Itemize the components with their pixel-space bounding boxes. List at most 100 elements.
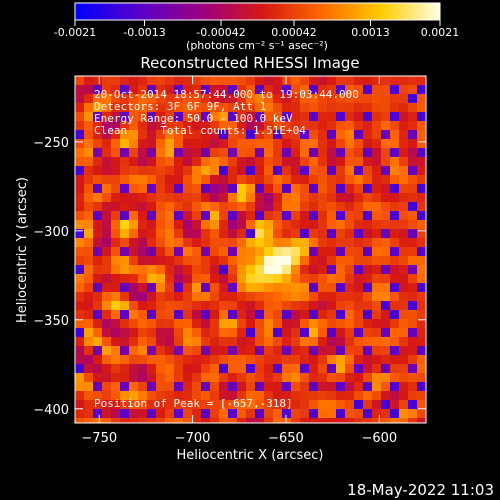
heatmap-cell	[228, 130, 238, 140]
heatmap-cell	[345, 94, 355, 104]
heatmap-cell	[174, 310, 184, 320]
heatmap-cell	[102, 400, 112, 410]
heatmap-cell	[399, 157, 409, 167]
heatmap-cell	[408, 274, 418, 284]
heatmap-cell	[264, 256, 274, 266]
heatmap-cell	[300, 337, 310, 347]
heatmap-cell	[183, 355, 193, 365]
heatmap-cell	[174, 103, 184, 113]
heatmap-cell	[246, 148, 256, 158]
heatmap-cell	[381, 220, 391, 230]
heatmap-cell	[255, 220, 265, 230]
heatmap-cell	[192, 319, 202, 329]
heatmap-cell	[102, 130, 112, 140]
heatmap-cell	[309, 391, 319, 401]
heatmap-cell	[255, 130, 265, 140]
heatmap-cell	[309, 184, 319, 194]
heatmap-cell	[291, 139, 301, 149]
heatmap-cell	[318, 76, 328, 86]
heatmap-cell	[129, 409, 139, 419]
heatmap-cell	[291, 373, 301, 383]
heatmap-cell	[147, 364, 157, 374]
heatmap-cell	[390, 202, 400, 212]
heatmap-cell	[138, 247, 148, 257]
heatmap-cell	[174, 373, 184, 383]
heatmap-cell	[129, 202, 139, 212]
heatmap-cell	[147, 382, 157, 392]
heatmap-cell	[102, 310, 112, 320]
heatmap-cell	[201, 328, 211, 338]
heatmap-cell	[111, 364, 121, 374]
heatmap-cell	[408, 337, 418, 347]
heatmap-cell	[399, 319, 409, 329]
heatmap-cell	[354, 337, 364, 347]
heatmap-cell	[165, 373, 175, 383]
heatmap-cell	[345, 238, 355, 248]
heatmap-cell	[327, 193, 337, 203]
heatmap-cell	[84, 220, 94, 230]
heatmap-cell	[417, 220, 426, 230]
heatmap-cell	[327, 94, 337, 104]
heatmap-cell	[147, 130, 157, 140]
heatmap-cell	[147, 148, 157, 158]
heatmap-cell	[165, 148, 175, 158]
heatmap-cell	[237, 112, 247, 122]
heatmap-cell	[246, 247, 256, 257]
heatmap-cell	[156, 274, 166, 284]
heatmap-cell	[219, 328, 229, 338]
heatmap-cell	[246, 202, 256, 212]
heatmap-cell	[264, 211, 274, 221]
heatmap-cell	[147, 211, 157, 221]
heatmap-cell	[372, 193, 382, 203]
heatmap-cell	[327, 328, 337, 338]
heatmap-cell	[336, 310, 346, 320]
heatmap-cell	[399, 292, 409, 302]
heatmap-cell	[264, 103, 274, 113]
heatmap-cell	[354, 238, 364, 248]
heatmap-cell	[246, 139, 256, 149]
annotation-clean-counts: Clean Total counts: 1.51E+04	[94, 124, 306, 137]
heatmap-cell	[264, 265, 274, 275]
heatmap-cell	[399, 310, 409, 320]
heatmap-cell	[372, 139, 382, 149]
heatmap-cell	[102, 409, 112, 419]
heatmap-cell	[75, 283, 85, 293]
heatmap-cell	[300, 364, 310, 374]
heatmap-cell	[165, 175, 175, 185]
heatmap-cell	[138, 310, 148, 320]
heatmap-cell	[75, 202, 85, 212]
heatmap-cell	[282, 148, 292, 158]
heatmap-cell	[309, 211, 319, 221]
heatmap-cell	[282, 400, 292, 410]
heatmap-cell	[192, 409, 202, 419]
heatmap-cell	[93, 211, 103, 221]
heatmap-cell	[183, 382, 193, 392]
heatmap-cell	[336, 382, 346, 392]
heatmap-cell	[156, 418, 166, 423]
heatmap-cell	[75, 391, 85, 401]
x-tick-label: −700	[175, 431, 211, 446]
heatmap-cell	[165, 157, 175, 167]
heatmap-cell	[174, 130, 184, 140]
heatmap-cell	[309, 274, 319, 284]
heatmap-cell	[84, 391, 94, 401]
heatmap-cell	[336, 112, 346, 122]
heatmap-cell	[300, 184, 310, 194]
heatmap-cell	[228, 103, 238, 113]
heatmap-cell	[345, 76, 355, 86]
heatmap-cell	[93, 373, 103, 383]
heatmap-cell	[75, 130, 85, 140]
heatmap-cell	[228, 139, 238, 149]
heatmap-cell	[246, 265, 256, 275]
heatmap-cell	[129, 76, 139, 86]
heatmap-cell	[345, 130, 355, 140]
heatmap-cell	[300, 166, 310, 176]
heatmap-cell	[111, 148, 121, 158]
heatmap-cell	[309, 229, 319, 239]
heatmap-cell	[183, 85, 193, 95]
heatmap-cell	[201, 175, 211, 185]
heatmap-cell	[84, 337, 94, 347]
heatmap-cell	[120, 400, 130, 410]
heatmap-cell	[201, 202, 211, 212]
heatmap-cell	[246, 94, 256, 104]
